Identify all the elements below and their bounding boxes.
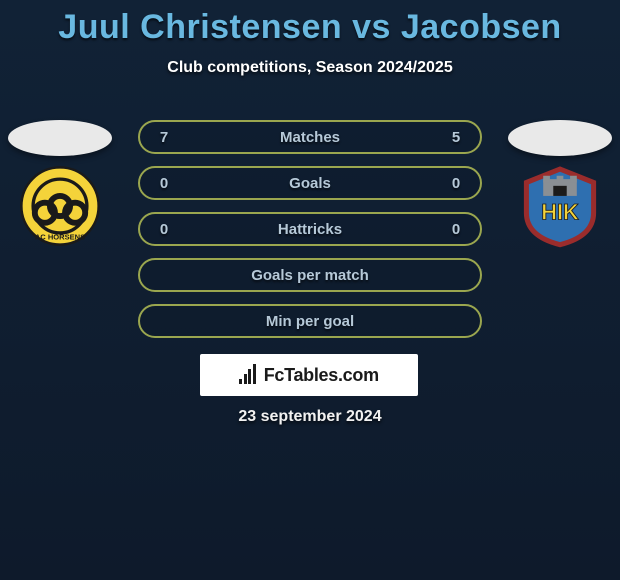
bar-chart-icon [239,366,256,384]
player-left-crest: AC HORSENS [12,164,108,248]
stat-right-value: 0 [446,221,466,238]
player-left-avatar [8,120,112,156]
player-left-block: AC HORSENS [0,120,120,248]
stat-row-hattricks: 0 Hattricks 0 [138,212,482,246]
stat-label: Hattricks [174,221,446,238]
stat-label: Matches [174,129,446,146]
page-subtitle: Club competitions, Season 2024/2025 [0,59,620,77]
stat-row-goals: 0 Goals 0 [138,166,482,200]
brand-badge: FcTables.com [200,354,418,396]
svg-text:AC HORSENS: AC HORSENS [35,233,85,242]
stats-table: 7 Matches 5 0 Goals 0 0 Hattricks 0 Goal… [138,120,482,350]
hobro-ik-icon: HIK [512,164,608,248]
ac-horsens-icon: AC HORSENS [12,164,108,248]
stat-row-mpg: Min per goal [138,304,482,338]
player-right-crest: HIK [512,164,608,248]
stat-left-value: 7 [154,129,174,146]
stat-right-value: 5 [446,129,466,146]
stat-row-gpm: Goals per match [138,258,482,292]
stat-row-matches: 7 Matches 5 [138,120,482,154]
player-right-avatar [508,120,612,156]
stat-label: Goals [174,175,446,192]
stat-left-value: 0 [154,221,174,238]
brand-text: FcTables.com [264,365,379,386]
player-right-block: HIK [500,120,620,248]
stat-left-value: 0 [154,175,174,192]
stat-label: Goals per match [174,267,446,284]
date-label: 23 september 2024 [0,408,620,426]
stat-right-value: 0 [446,175,466,192]
stat-label: Min per goal [174,313,446,330]
page-title: Juul Christensen vs Jacobsen [0,0,620,47]
svg-text:HIK: HIK [541,199,579,224]
